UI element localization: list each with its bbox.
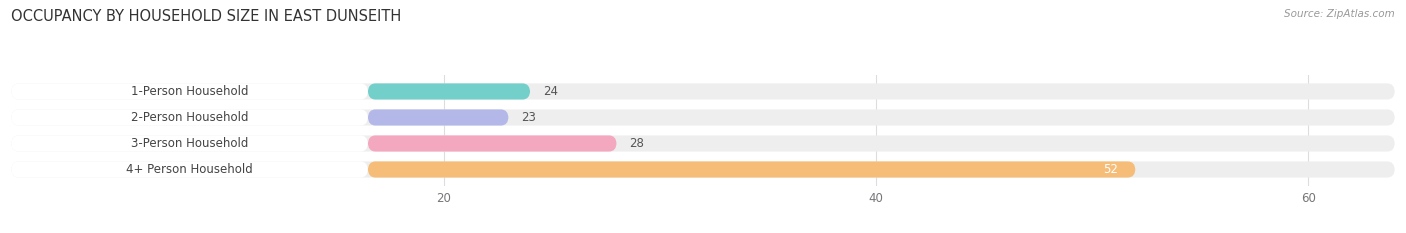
Text: 23: 23 — [522, 111, 536, 124]
FancyBboxPatch shape — [368, 83, 530, 99]
FancyBboxPatch shape — [368, 135, 616, 151]
FancyBboxPatch shape — [11, 161, 368, 178]
FancyBboxPatch shape — [11, 135, 1395, 151]
Text: 24: 24 — [543, 85, 558, 98]
Text: 52: 52 — [1104, 163, 1118, 176]
FancyBboxPatch shape — [11, 135, 368, 151]
Text: 2-Person Household: 2-Person Household — [131, 111, 249, 124]
Text: 4+ Person Household: 4+ Person Household — [127, 163, 253, 176]
FancyBboxPatch shape — [368, 161, 1136, 178]
FancyBboxPatch shape — [368, 110, 509, 126]
FancyBboxPatch shape — [11, 110, 1395, 126]
FancyBboxPatch shape — [11, 83, 368, 99]
FancyBboxPatch shape — [11, 110, 368, 126]
Text: 1-Person Household: 1-Person Household — [131, 85, 249, 98]
Text: 28: 28 — [630, 137, 644, 150]
Text: OCCUPANCY BY HOUSEHOLD SIZE IN EAST DUNSEITH: OCCUPANCY BY HOUSEHOLD SIZE IN EAST DUNS… — [11, 9, 402, 24]
FancyBboxPatch shape — [11, 161, 1395, 178]
Text: Source: ZipAtlas.com: Source: ZipAtlas.com — [1284, 9, 1395, 19]
FancyBboxPatch shape — [11, 83, 1395, 99]
Text: 3-Person Household: 3-Person Household — [131, 137, 249, 150]
